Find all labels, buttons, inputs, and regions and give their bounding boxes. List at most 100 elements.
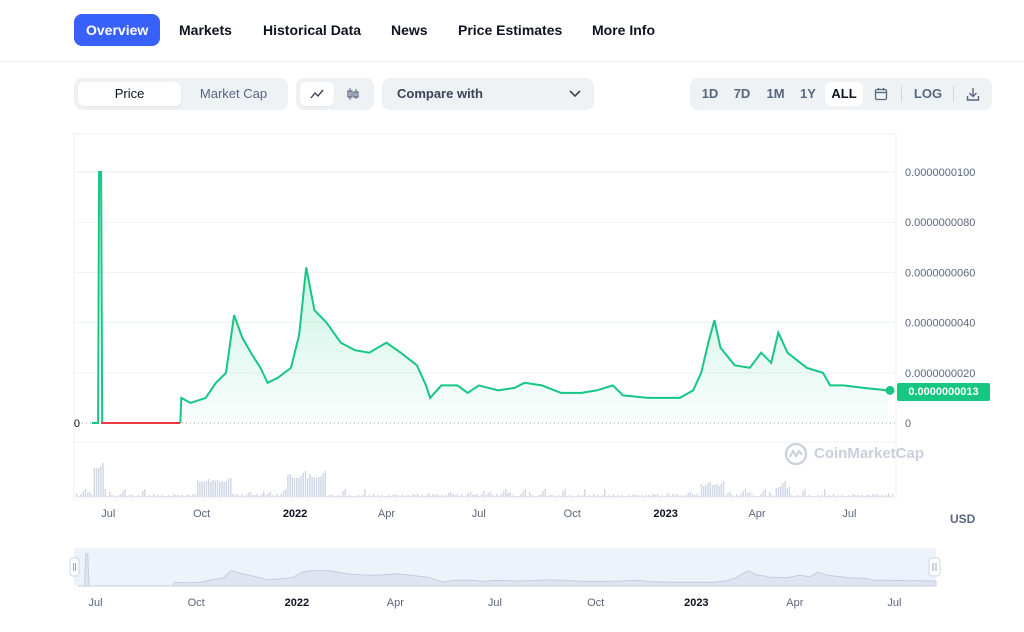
- volume-bar: [769, 492, 771, 497]
- y-tick-label: 0.0000000020: [905, 368, 975, 380]
- volume-bar: [483, 491, 485, 497]
- volume-bar: [186, 495, 188, 497]
- volume-bar: [265, 495, 267, 497]
- tab-overview[interactable]: Overview: [74, 14, 161, 46]
- range-navigator[interactable]: Jul Oct 2022 Apr Jul Oct 2023 Apr Jul: [0, 540, 1024, 632]
- tab-historical-data[interactable]: Historical Data: [263, 22, 362, 38]
- volume-bar: [663, 496, 665, 497]
- log-scale-button[interactable]: LOG: [913, 86, 943, 101]
- volume-bar: [804, 489, 806, 497]
- volume-bar: [80, 494, 82, 497]
- calendar-button[interactable]: [866, 82, 896, 106]
- range-all-button[interactable]: ALL: [825, 82, 863, 106]
- volume-bar: [78, 496, 80, 497]
- price-button[interactable]: Price: [78, 82, 181, 106]
- line-chart-button[interactable]: [300, 82, 334, 106]
- volume-bar: [846, 496, 848, 497]
- volume-bar: [131, 495, 133, 497]
- volume-bar: [843, 496, 846, 497]
- volume-bar: [441, 495, 443, 497]
- navigator-tick-label: Jul: [88, 597, 102, 609]
- volume-bar: [645, 495, 648, 497]
- volume-bar: [155, 496, 157, 497]
- volume-bar: [177, 495, 179, 497]
- volume-bar: [659, 496, 661, 497]
- range-1d-button[interactable]: 1D: [701, 86, 719, 101]
- volume-bar: [604, 489, 606, 497]
- tab-markets[interactable]: Markets: [179, 22, 232, 38]
- volume-bar: [575, 496, 577, 497]
- volume-bar: [634, 495, 637, 497]
- volume-bar: [670, 496, 672, 497]
- volume-bar: [395, 495, 397, 497]
- range-1m-button[interactable]: 1M: [766, 86, 785, 101]
- volume-bar: [159, 496, 161, 497]
- navigator-tick-label: Oct: [587, 597, 604, 609]
- volume-bar: [296, 478, 298, 497]
- volume-bar: [590, 496, 593, 497]
- tab-more-info[interactable]: More Info: [592, 22, 655, 38]
- volume-bar: [230, 478, 232, 497]
- volume-bar: [443, 496, 445, 497]
- navigator-left-handle[interactable]: [69, 557, 80, 577]
- volume-bar: [329, 495, 331, 497]
- range-1y-button[interactable]: 1Y: [800, 86, 816, 101]
- volume-bar: [445, 495, 447, 497]
- volume-bar: [403, 496, 406, 497]
- volume-bar: [489, 492, 491, 497]
- volume-bar: [335, 496, 337, 497]
- volume-bar: [656, 494, 659, 497]
- volume-bar: [439, 496, 441, 497]
- candlestick-button[interactable]: [336, 82, 370, 106]
- volume-bar: [428, 493, 430, 497]
- volume-bar: [828, 495, 830, 497]
- volume-bar: [311, 477, 313, 497]
- range-7d-button[interactable]: 7D: [733, 86, 751, 101]
- volume-bar: [632, 494, 634, 497]
- navigator-right-handle[interactable]: [928, 557, 941, 577]
- volume-bar: [568, 495, 571, 497]
- volume-bar: [104, 489, 106, 497]
- volume-bar: [392, 494, 395, 497]
- volume-bar: [709, 482, 711, 497]
- volume-bar: [370, 496, 373, 497]
- volume-bar: [500, 494, 502, 497]
- volume-bar: [208, 479, 210, 497]
- volume-bar: [775, 488, 777, 497]
- volume-bar: [661, 495, 663, 497]
- currency-label: USD: [950, 512, 976, 526]
- volume-bar: [599, 496, 601, 497]
- volume-bar: [694, 495, 696, 497]
- volume-bar: [366, 496, 368, 497]
- tab-price-estimates[interactable]: Price Estimates: [458, 22, 563, 38]
- volume-bar: [243, 496, 245, 497]
- volume-bar: [456, 494, 458, 497]
- volume-bar: [626, 496, 628, 497]
- volume-bar: [161, 495, 164, 497]
- market-cap-button[interactable]: Market Cap: [199, 86, 268, 101]
- volume-bar: [854, 495, 857, 497]
- volume-bar: [819, 496, 821, 497]
- volume-bar: [718, 486, 720, 497]
- download-button[interactable]: [958, 82, 988, 106]
- price-chart[interactable]: 0.0000000100 0.0000000080 0.0000000060 0.00…: [0, 120, 1024, 530]
- volume-bar: [714, 485, 716, 497]
- navigator-tick-label: Jul: [488, 597, 502, 609]
- compare-dropdown[interactable]: Compare with: [382, 78, 594, 110]
- volume-bar: [546, 496, 549, 497]
- volume-bar: [412, 494, 414, 497]
- navigator-tick-label: Apr: [786, 597, 803, 609]
- volume-bar: [544, 489, 546, 497]
- x-tick-label: Oct: [193, 508, 210, 520]
- volume-bar: [146, 496, 148, 497]
- volume-bar: [170, 496, 172, 497]
- volume-bar: [399, 496, 401, 497]
- volume-bar: [674, 495, 676, 497]
- volume-bar: [876, 494, 879, 497]
- volume-bar: [309, 474, 311, 497]
- tab-news[interactable]: News: [391, 22, 428, 38]
- volume-bar: [560, 496, 562, 497]
- volume-bar: [491, 495, 494, 497]
- volume-bar: [848, 495, 850, 497]
- volume-bar: [738, 496, 740, 497]
